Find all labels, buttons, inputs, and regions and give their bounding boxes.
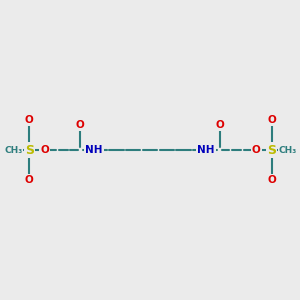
Text: O: O [267,175,276,185]
Text: O: O [215,120,224,130]
Text: O: O [267,115,276,125]
Text: O: O [252,145,261,155]
Text: CH₃: CH₃ [4,146,22,154]
Text: O: O [40,145,49,155]
Text: S: S [25,143,34,157]
Text: NH: NH [197,145,215,155]
Text: O: O [25,175,34,185]
Text: S: S [267,143,276,157]
Text: O: O [25,115,34,125]
Text: NH: NH [85,145,103,155]
Text: O: O [76,120,85,130]
Text: CH₃: CH₃ [279,146,297,154]
